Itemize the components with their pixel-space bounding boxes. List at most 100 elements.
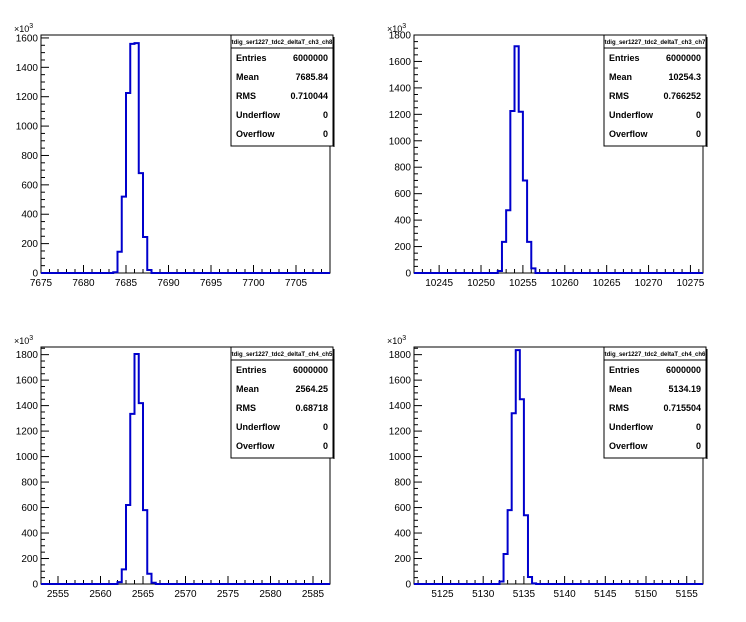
- y-tick-label: 1400: [389, 401, 412, 412]
- stats-box: tdig_ser1227_tdc2_deltaT_ch4_ch5 Entries 6…: [230, 346, 335, 459]
- stat-label-mean: Mean: [236, 72, 259, 82]
- stat-label-overflow: Overflow: [236, 441, 276, 451]
- histogram-panel-2: 0 200 400 600 800 1000 1200 1400 1600 1800×103 102…: [387, 23, 708, 289]
- stat-value-overflow: 0: [696, 129, 701, 139]
- stats-box: tdig_ser1227_tdc2_deltaT_ch3_ch8 Entries 6…: [230, 34, 335, 147]
- y-tick-label: 200: [21, 554, 38, 565]
- stat-value-overflow: 0: [323, 129, 328, 139]
- y-tick-label: 400: [394, 529, 411, 540]
- histogram-title: tdig_ser1227_tdc2_deltaT_ch3_ch7: [605, 40, 706, 46]
- stat-value-mean: 2564.25: [295, 384, 328, 394]
- stats-box-frame: [603, 34, 707, 147]
- x-tick-label: 5140: [553, 589, 576, 600]
- stat-label-entries: Entries: [609, 365, 640, 375]
- y-tick-label: 400: [21, 210, 38, 221]
- x-tick-label: 2585: [302, 589, 325, 600]
- y-tick-label: 1000: [389, 136, 412, 147]
- x-tick-label: 5150: [635, 589, 658, 600]
- y-tick-label: 800: [21, 478, 38, 489]
- stat-label-rms: RMS: [609, 91, 629, 101]
- x-tick-label: 10255: [509, 278, 537, 289]
- stats-box-frame: [603, 346, 707, 459]
- y-tick-label: 1600: [16, 376, 39, 387]
- y-tick-label: 1000: [389, 452, 412, 463]
- stat-value-entries: 6000000: [293, 365, 328, 375]
- x-tick-label: 5155: [676, 589, 699, 600]
- y-tick-label: 1200: [389, 110, 412, 121]
- y-tick-label: 600: [394, 503, 411, 514]
- y-tick-label: 1200: [16, 92, 39, 103]
- y-tick-label: 1600: [389, 376, 412, 387]
- stat-value-entries: 6000000: [293, 53, 328, 63]
- stat-label-rms: RMS: [236, 91, 256, 101]
- stat-label-underflow: Underflow: [236, 422, 281, 432]
- y-tick-label: 800: [394, 163, 411, 174]
- y-tick-label: 1200: [16, 427, 39, 438]
- stat-label-entries: Entries: [236, 53, 267, 63]
- y-tick-label: 800: [394, 478, 411, 489]
- stat-value-rms: 0.715504: [663, 403, 701, 413]
- stat-label-entries: Entries: [609, 53, 640, 63]
- y-tick-label: 0: [32, 580, 38, 591]
- x-tick-label: 10265: [593, 278, 621, 289]
- y-tick-label: 400: [21, 529, 38, 540]
- y-axis-multiplier: ×103: [387, 23, 406, 34]
- stat-value-overflow: 0: [323, 441, 328, 451]
- x-tick-label: 5125: [431, 589, 454, 600]
- histogram-title: tdig_ser1227_tdc2_deltaT_ch3_ch8: [232, 40, 333, 46]
- stat-value-mean: 10254.3: [668, 72, 701, 82]
- stat-label-underflow: Underflow: [609, 422, 654, 432]
- y-tick-label: 1000: [16, 452, 39, 463]
- histogram-panel-4: 0 200 400 600 800 1000 1200 1400 1600 1800 ×103 512…: [387, 335, 708, 600]
- y-tick-label: 800: [21, 151, 38, 162]
- stat-label-mean: Mean: [609, 384, 632, 394]
- stats-box-frame: [230, 346, 334, 459]
- x-tick-label: 10260: [551, 278, 579, 289]
- stats-box: tdig_ser1227_tdc2_deltaT_ch3_ch7 Entries 6…: [603, 34, 708, 147]
- stat-label-rms: RMS: [236, 403, 256, 413]
- x-tick-label: 2555: [47, 589, 70, 600]
- stat-value-underflow: 0: [696, 422, 701, 432]
- x-tick-label: 5145: [594, 589, 617, 600]
- stat-value-entries: 6000000: [666, 53, 701, 63]
- stat-value-underflow: 0: [323, 110, 328, 120]
- stat-value-mean: 5134.19: [668, 384, 701, 394]
- histogram-panel-1: 0 200 400 600 800 1000 1200 1400 1600×103 7675 768…: [14, 23, 335, 289]
- histogram-outline: [414, 45, 703, 274]
- y-axis-multiplier: ×103: [14, 23, 33, 34]
- stats-box: tdig_ser1227_tdc2_deltaT_ch4_ch6 Entries 6…: [603, 346, 708, 459]
- y-tick-label: 0: [405, 269, 411, 280]
- x-tick-label: 2580: [259, 589, 282, 600]
- y-axis-multiplier: ×103: [14, 335, 33, 346]
- x-tick-label: 2575: [217, 589, 240, 600]
- histogram-panel-3: 0 200 400 600 800 1000 1200 1400 1600 1800 ×103 255…: [14, 335, 335, 600]
- x-tick-label: 7675: [30, 278, 53, 289]
- histogram-outline: [414, 349, 703, 585]
- histogram-title: tdig_ser1227_tdc2_deltaT_ch4_ch5: [232, 352, 333, 358]
- stat-label-overflow: Overflow: [236, 129, 276, 139]
- stat-label-overflow: Overflow: [609, 129, 649, 139]
- x-tick-label: 10245: [425, 278, 453, 289]
- stat-value-underflow: 0: [696, 110, 701, 120]
- stat-value-entries: 6000000: [666, 365, 701, 375]
- y-tick-label: 600: [21, 503, 38, 514]
- y-tick-label: 1000: [16, 122, 39, 133]
- y-tick-label: 1800: [389, 350, 412, 361]
- x-tick-label: 10275: [677, 278, 705, 289]
- y-axis-multiplier: ×103: [387, 335, 406, 346]
- stat-label-mean: Mean: [609, 72, 632, 82]
- y-tick-label: 0: [405, 580, 411, 591]
- x-tick-label: 10250: [467, 278, 495, 289]
- stat-label-rms: RMS: [609, 403, 629, 413]
- y-tick-label: 1800: [389, 31, 412, 42]
- stat-label-entries: Entries: [236, 365, 267, 375]
- x-tick-label: 10270: [635, 278, 663, 289]
- x-tick-label: 7700: [242, 278, 265, 289]
- histogram-title: tdig_ser1227_tdc2_deltaT_ch4_ch6: [605, 352, 706, 358]
- x-tick-label: 7685: [115, 278, 138, 289]
- stat-label-underflow: Underflow: [609, 110, 654, 120]
- x-tick-label: 2570: [174, 589, 197, 600]
- y-tick-label: 600: [21, 180, 38, 191]
- y-tick-label: 1400: [16, 63, 39, 74]
